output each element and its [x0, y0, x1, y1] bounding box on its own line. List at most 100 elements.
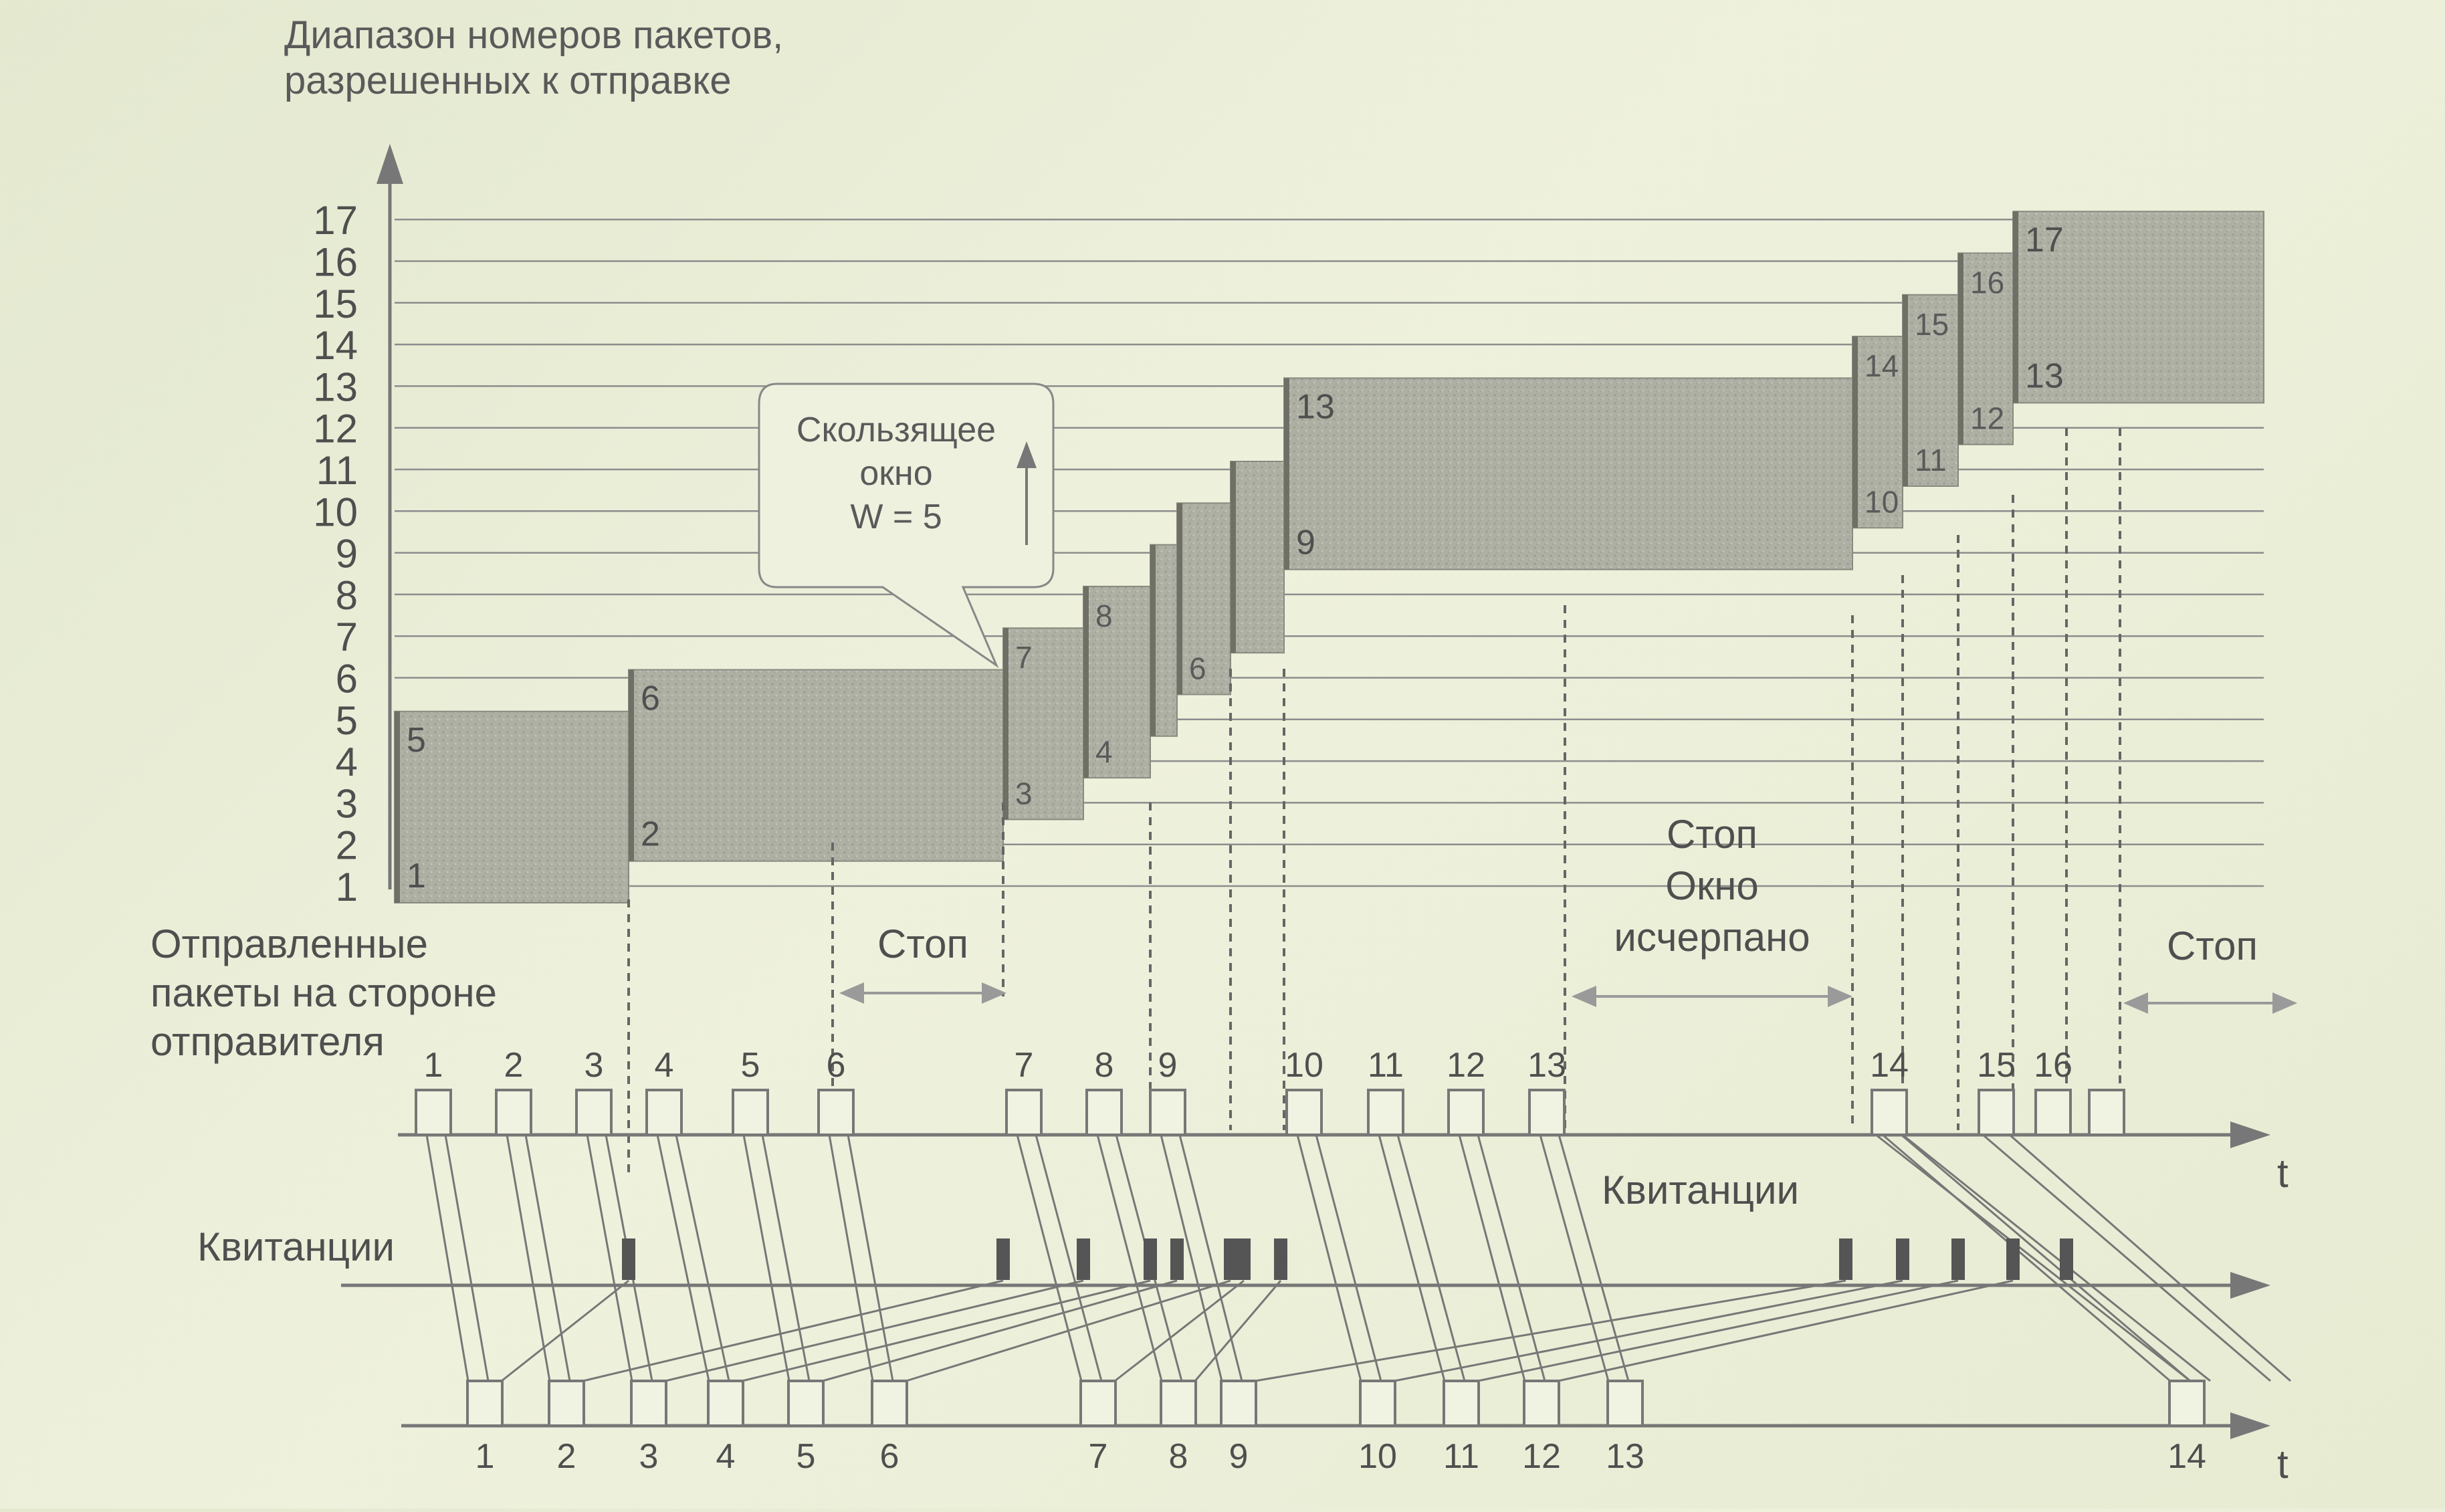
sent-packet-number: 8	[1095, 1046, 1114, 1085]
sent-packet-number: 16	[2034, 1046, 2072, 1085]
window-low-label: 13	[2025, 356, 2064, 395]
received-packet-number: 11	[1443, 1437, 1479, 1476]
window-block	[1176, 502, 1231, 695]
received-packet-number: 14	[2167, 1437, 2206, 1476]
transfer-line	[761, 1134, 811, 1382]
sent-packet-number: 10	[1285, 1046, 1323, 1085]
ack-mark	[996, 1238, 1010, 1280]
received-packet-box	[630, 1380, 667, 1427]
received-packet-number: 12	[1522, 1437, 1561, 1476]
window-high-label: 8	[1095, 599, 1113, 633]
received-packet-box	[707, 1380, 744, 1427]
transfer-line	[1035, 1134, 1103, 1382]
window-high-label: 16	[1970, 265, 2004, 300]
received-packet-number: 6	[880, 1437, 899, 1476]
sent-packet-number: 12	[1447, 1046, 1485, 1085]
transfer-line	[1982, 1133, 2271, 1382]
sent-packet-number: 5	[741, 1046, 760, 1085]
transfer-line	[1378, 1134, 1446, 1382]
window-high-label: 15	[1915, 307, 1949, 342]
window-block	[1957, 252, 2014, 445]
sent-packet-box	[495, 1089, 532, 1136]
sent-packet-number: 9	[1158, 1046, 1178, 1085]
ack-mark	[1274, 1238, 1287, 1280]
transfer-line	[1178, 1134, 1243, 1382]
sent-packet-number: 13	[1527, 1046, 1566, 1085]
received-packet-number: 13	[1606, 1437, 1644, 1476]
window-low-label: 6	[1189, 651, 1206, 686]
y-tick-label: 15	[313, 282, 358, 326]
received-packet-box	[466, 1380, 504, 1427]
window-left-edge	[1284, 378, 1289, 570]
y-tick-label: 9	[336, 532, 358, 576]
ack-mark	[2006, 1238, 2020, 1280]
window-low-label: 1	[407, 857, 426, 895]
stop-arrows	[839, 982, 2298, 1014]
window-high-label: 6	[641, 679, 660, 718]
y-tick-label: 14	[313, 323, 358, 368]
y-tick-label: 3	[336, 781, 358, 826]
sent-packet-box	[1978, 1089, 2015, 1136]
y-tick-label: 12	[313, 407, 358, 451]
window-low-label: 10	[1865, 484, 1899, 519]
y-axis-label-line-2: разрешенных к отправке	[284, 59, 732, 102]
sent-packet-number: 2	[504, 1046, 524, 1085]
sent-label-line-2: пакеты на стороне	[150, 970, 497, 1015]
ack-mark	[1896, 1238, 1909, 1280]
received-packet-number: 9	[1229, 1437, 1249, 1476]
sent-packet-number: 1	[424, 1046, 443, 1085]
received-packet-box	[1359, 1380, 1396, 1427]
received-packet-number: 2	[557, 1437, 576, 1476]
sent-packet-box	[575, 1089, 613, 1136]
stop-label-3: Стоп	[2167, 924, 2258, 968]
ack-marks	[501, 1238, 2073, 1382]
y-tick-label: 4	[336, 740, 358, 784]
callout-line-3: W = 5	[850, 498, 942, 536]
ack-return-line	[1114, 1279, 1245, 1382]
window-low-label: 3	[1015, 776, 1033, 811]
window-high-label: 5	[407, 721, 426, 760]
window-left-edge	[1177, 503, 1182, 695]
receiver-axis-arrow-icon	[2230, 1412, 2270, 1439]
acks-label-right: Квитанции	[1602, 1168, 1799, 1212]
transfer-line	[506, 1134, 551, 1382]
transfer-line	[1477, 1134, 1546, 1382]
y-tick-label: 7	[336, 615, 358, 659]
transfer-line	[828, 1134, 874, 1382]
sent-packet-box	[1285, 1089, 1323, 1136]
window-block	[394, 710, 629, 904]
transfer-line	[1096, 1134, 1163, 1382]
transfer-line	[1396, 1134, 1466, 1382]
transfer-line	[1875, 1133, 2191, 1382]
transfer-line	[675, 1134, 730, 1382]
sent-packet-box	[1085, 1089, 1123, 1136]
received-packet-box	[2168, 1380, 2206, 1427]
window-left-edge	[1083, 586, 1089, 778]
ack-mark	[1839, 1238, 1852, 1280]
window-block	[1002, 627, 1084, 821]
transfer-line	[586, 1134, 633, 1382]
transfer-line	[1558, 1134, 1630, 1382]
received-packet-number: 5	[796, 1437, 816, 1476]
sent-packet-box	[1149, 1089, 1186, 1136]
ack-return-line	[582, 1279, 1004, 1382]
sent-packet-box	[1447, 1089, 1485, 1136]
window-block	[1083, 585, 1151, 779]
stop-window-line-1: Стоп	[1667, 812, 1758, 857]
received-packet-box	[871, 1380, 908, 1427]
ack-mark	[1077, 1238, 1090, 1280]
window-left-edge	[629, 669, 634, 861]
transfer-line	[1539, 1134, 1610, 1382]
transfer-line	[1458, 1134, 1526, 1382]
transfer-line	[2009, 1133, 2291, 1382]
received-packet-number: 4	[716, 1437, 736, 1476]
sent-packet-box	[1367, 1089, 1404, 1136]
sent-packet-box	[817, 1089, 855, 1136]
received-packet-box	[1606, 1380, 1644, 1427]
received-packet-box	[1160, 1380, 1197, 1427]
sender-axis-arrow-icon	[2230, 1121, 2270, 1148]
received-packet-box	[1079, 1380, 1117, 1427]
ack-return-line	[1255, 1279, 1846, 1382]
